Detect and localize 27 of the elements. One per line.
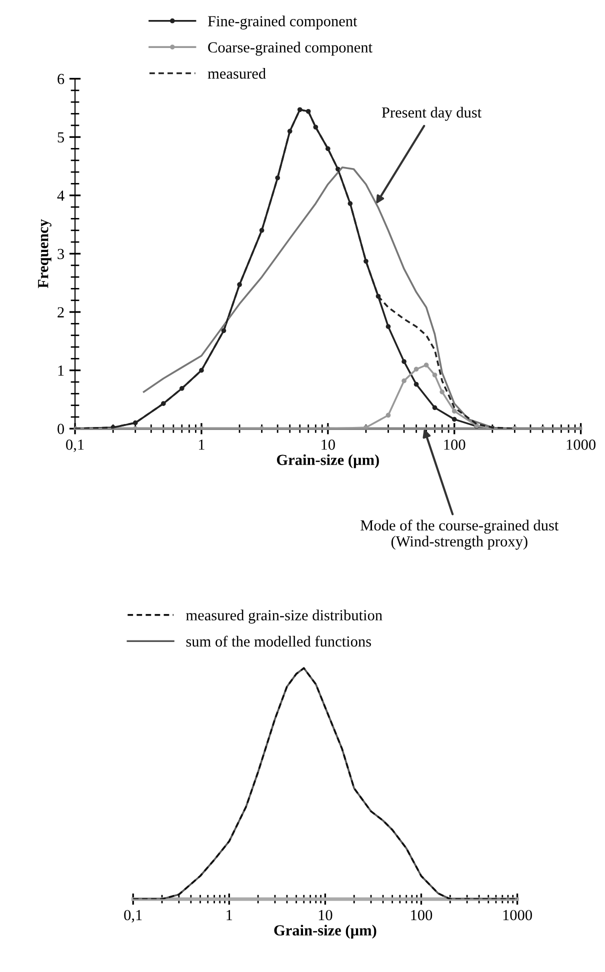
x-tick-label: 1 [198,440,204,450]
y-tick-label: 6 [58,74,64,84]
y-axis-title: Frequency [38,219,52,288]
annotation: Present day dust [382,106,482,121]
x-tick-label: 0,1 [124,910,142,922]
legend-label: measured grain-size distribution [186,610,382,624]
x-tick-label: 1000 [566,440,596,450]
x-tick-label: 10 [322,440,335,450]
x-tick-label: 100 [411,910,432,920]
x-tick-label: 10 [318,910,332,920]
legend-label: measured [208,68,266,79]
y-tick-label: 4 [57,190,64,201]
x-axis-title: Grain-size (µm) [276,454,379,468]
legend-label: Coarse-grained component [208,42,372,56]
x-axis-title: Grain-size (µm) [274,924,376,939]
x-tick-label: 100 [444,440,466,450]
x-tick-label: 0,1 [66,440,84,452]
x-tick-label: 1 [226,910,232,920]
y-tick-label: 0 [58,424,64,434]
y-tick-label: 2 [58,307,64,318]
text: Mode of the course-grained dust (Wind-strength proxy) [360,520,559,550]
y-tick-label: 1 [58,366,64,376]
legend-label: sum of the modelled functions [186,636,371,647]
legend-label: Fine-grained component [208,16,358,30]
y-tick-label: 3 [58,248,64,260]
x-tick-label: 1000 [503,910,532,920]
y-tick-label: 5 [58,132,64,143]
